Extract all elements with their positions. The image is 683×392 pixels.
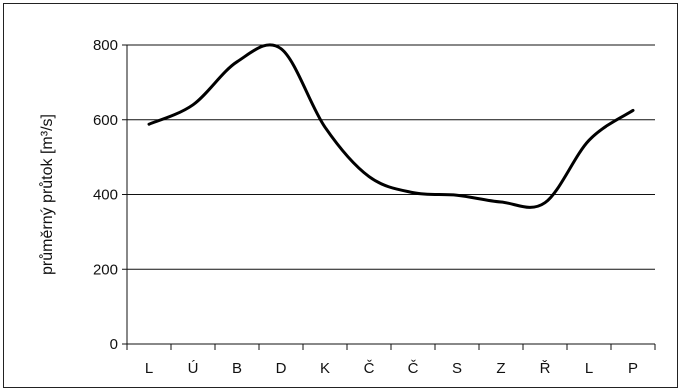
x-tick-label-2: B bbox=[232, 360, 242, 377]
x-tick-label-3: D bbox=[276, 360, 287, 377]
x-tick-label-8: Z bbox=[496, 360, 505, 377]
gridlines bbox=[127, 44, 655, 270]
y-tick-label-600: 600 bbox=[93, 112, 118, 129]
y-tick-label-0: 0 bbox=[110, 336, 118, 353]
x-tick-label-0: L bbox=[145, 360, 153, 377]
chart-frame bbox=[3, 3, 678, 388]
y-tick-label-200: 200 bbox=[93, 261, 118, 278]
x-tick-label-5: Č bbox=[364, 360, 375, 377]
y-axis-title: průměrný průtok [m³/s] bbox=[38, 114, 56, 275]
x-tick-label-1: Ú bbox=[188, 360, 199, 377]
series-line bbox=[147, 43, 635, 209]
x-tick-label-10: L bbox=[585, 360, 593, 377]
x-tick-label-6: Č bbox=[408, 360, 419, 377]
x-tick-label-11: P bbox=[628, 360, 638, 377]
x-tick-label-7: S bbox=[452, 360, 462, 377]
y-tick-label-800: 800 bbox=[93, 37, 118, 54]
y-axis-ticks: 0 200 400 600 800 bbox=[93, 37, 127, 353]
x-tick-label-9: Ř bbox=[540, 360, 551, 377]
x-tick-label-4: K bbox=[320, 360, 330, 377]
y-tick-label-400: 400 bbox=[93, 187, 118, 204]
